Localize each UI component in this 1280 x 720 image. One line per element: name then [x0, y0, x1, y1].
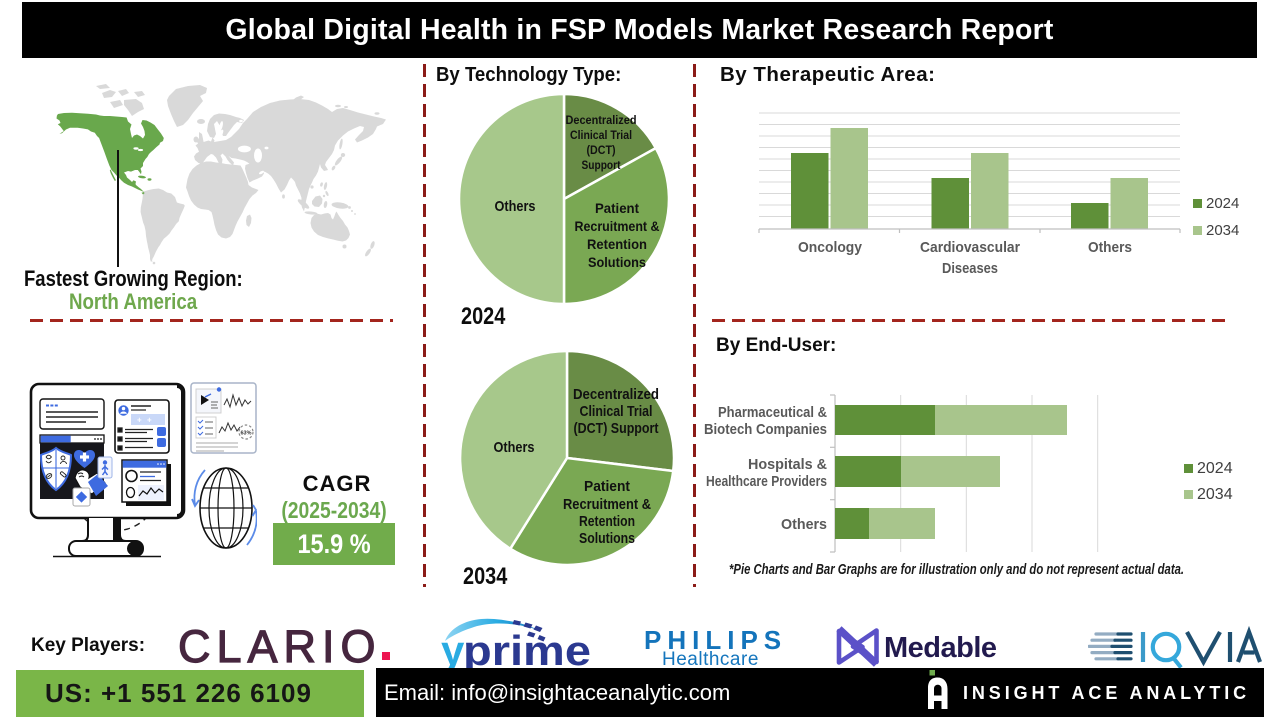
- svg-text:2024: 2024: [1206, 195, 1239, 212]
- svg-text:Patient: Patient: [584, 478, 630, 495]
- svg-text:Pharmaceutical &: Pharmaceutical &: [718, 404, 827, 421]
- svg-text:Recruitment &: Recruitment &: [575, 218, 660, 234]
- svg-text:Others: Others: [494, 439, 535, 456]
- svg-text:Diseases: Diseases: [942, 260, 998, 277]
- svg-text:Decentralized: Decentralized: [573, 386, 659, 403]
- svg-text:Clinical Trial: Clinical Trial: [580, 403, 653, 420]
- svg-text:63%: 63%: [241, 431, 252, 437]
- svg-text:Others: Others: [781, 516, 827, 533]
- svg-text:Recruitment &: Recruitment &: [563, 496, 651, 513]
- svg-text:Others: Others: [495, 198, 536, 215]
- svg-text:Cardiovascular: Cardiovascular: [920, 239, 1020, 256]
- svg-text:2034: 2034: [1206, 222, 1239, 239]
- svg-text:Solutions: Solutions: [579, 530, 635, 547]
- svg-text:y: y: [441, 627, 465, 670]
- svg-text:+: +: [147, 416, 152, 425]
- svg-text:Hospitals &: Hospitals &: [748, 456, 827, 473]
- svg-text:Patient: Patient: [595, 200, 639, 216]
- svg-text:Retention: Retention: [587, 236, 647, 252]
- svg-text:Decentralized: Decentralized: [566, 113, 637, 127]
- svg-text:Medable: Medable: [884, 632, 997, 664]
- svg-text:Retention: Retention: [579, 513, 635, 530]
- svg-text:Biotech Companies: Biotech Companies: [704, 421, 827, 438]
- svg-text:Others: Others: [1088, 239, 1132, 256]
- svg-text:(DCT): (DCT): [587, 143, 616, 157]
- svg-text:2024: 2024: [1197, 460, 1233, 477]
- svg-text:Solutions: Solutions: [588, 254, 646, 270]
- svg-text:prime: prime: [463, 627, 591, 670]
- svg-text:2034: 2034: [1197, 486, 1233, 503]
- svg-text:Clinical Trial: Clinical Trial: [570, 128, 632, 142]
- svg-text:Healthcare Providers: Healthcare Providers: [706, 473, 827, 490]
- svg-text:Oncology: Oncology: [798, 239, 863, 256]
- svg-text:+: +: [137, 416, 142, 425]
- svg-text:Support: Support: [582, 158, 621, 172]
- svg-text:(DCT) Support: (DCT) Support: [574, 420, 659, 437]
